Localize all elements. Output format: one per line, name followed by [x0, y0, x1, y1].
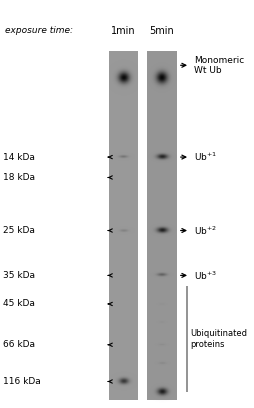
Text: 14 kDa: 14 kDa	[3, 153, 34, 162]
Text: Ub$^{+3}$: Ub$^{+3}$	[193, 269, 216, 282]
Text: 35 kDa: 35 kDa	[3, 271, 34, 280]
Bar	[109, 51, 138, 400]
Text: 25 kDa: 25 kDa	[3, 226, 34, 235]
Text: 1min: 1min	[111, 26, 135, 35]
Text: 5min: 5min	[149, 26, 174, 35]
Bar	[147, 51, 176, 400]
Text: Ub$^{+1}$: Ub$^{+1}$	[193, 151, 216, 163]
Text: 66 kDa: 66 kDa	[3, 340, 34, 349]
Text: Ub$^{+2}$: Ub$^{+2}$	[193, 224, 216, 237]
Text: 116 kDa: 116 kDa	[3, 377, 40, 386]
Text: WWW.PTGAECOM: WWW.PTGAECOM	[60, 166, 92, 242]
Text: exposure time:: exposure time:	[5, 26, 73, 35]
Text: 18 kDa: 18 kDa	[3, 173, 34, 182]
Text: Ubiquitinated
proteins: Ubiquitinated proteins	[189, 328, 246, 349]
Text: 45 kDa: 45 kDa	[3, 299, 34, 308]
Text: Monomeric
Wt Ub: Monomeric Wt Ub	[193, 55, 243, 75]
